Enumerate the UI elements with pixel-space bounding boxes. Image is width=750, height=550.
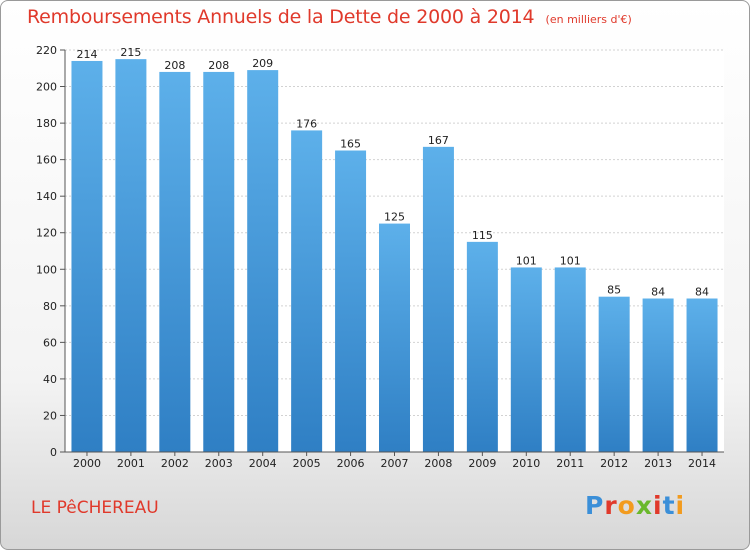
bar-value-label: 101 xyxy=(560,254,581,267)
bar xyxy=(686,298,718,452)
bar xyxy=(422,146,454,452)
x-tick-label: 2004 xyxy=(249,457,277,470)
x-tick-label: 2014 xyxy=(688,457,716,470)
y-tick-label: 80 xyxy=(43,300,57,313)
y-tick-label: 40 xyxy=(43,373,57,386)
x-tick-label: 2003 xyxy=(205,457,233,470)
bar xyxy=(291,130,323,452)
x-tick-label: 2013 xyxy=(644,457,672,470)
x-tick-label: 2012 xyxy=(600,457,628,470)
bar xyxy=(554,267,586,452)
y-tick-label: 0 xyxy=(50,446,57,459)
logo-letter: o xyxy=(617,491,636,520)
bar xyxy=(379,223,410,452)
logo-letter: i xyxy=(675,491,686,520)
bar xyxy=(642,298,674,452)
axis-layer: 0 20 40 60 80 100 120 140 160 180 200 220 2000 2001 20… xyxy=(36,44,724,470)
y-tick-label: 60 xyxy=(43,336,57,349)
logo-letter: i xyxy=(653,491,663,520)
bar-value-label: 209 xyxy=(252,57,273,70)
x-tick-label: 2002 xyxy=(161,457,189,470)
y-tick-label: 100 xyxy=(36,263,57,276)
proxiti-logo: Proxiti xyxy=(585,491,685,520)
logo-letter: P xyxy=(585,491,605,520)
bar-value-label: 115 xyxy=(472,229,493,242)
bar xyxy=(71,60,103,453)
y-tick-label: 220 xyxy=(36,44,57,57)
bar-value-label: 125 xyxy=(384,211,405,224)
chart-title: Remboursements Annuels de la Dette de 20… xyxy=(27,6,535,28)
y-tick-label: 160 xyxy=(36,154,57,167)
logo-letter: x xyxy=(635,491,653,520)
bar-value-label: 208 xyxy=(208,59,229,72)
x-tick-label: 2011 xyxy=(556,457,584,470)
bar-value-label: 167 xyxy=(428,134,449,147)
x-tick-label: 2010 xyxy=(512,457,540,470)
x-tick-label: 2001 xyxy=(117,457,145,470)
bar-value-label: 101 xyxy=(516,254,537,267)
bars-layer: 214 215 208 208 209 176 165 125 167 115 101 101 85 84… xyxy=(71,46,718,453)
bar xyxy=(510,267,542,452)
y-tick-label: 200 xyxy=(36,81,57,94)
bar-value-label: 84 xyxy=(695,286,709,299)
bar-value-label: 165 xyxy=(340,138,361,151)
logo-letter: r xyxy=(604,491,618,520)
bar xyxy=(203,71,235,452)
x-tick-label: 2007 xyxy=(381,457,409,470)
bar xyxy=(115,59,147,453)
y-tick-label: 120 xyxy=(36,227,57,240)
x-tick-label: 2005 xyxy=(293,457,321,470)
bar xyxy=(335,150,367,452)
title-row: Remboursements Annuels de la Dette de 20… xyxy=(27,6,632,28)
bar-value-label: 208 xyxy=(164,59,185,72)
bar-value-label: 85 xyxy=(607,284,621,297)
y-tick-label: 140 xyxy=(36,190,57,203)
bar-value-label: 215 xyxy=(120,46,141,59)
y-tick-label: 180 xyxy=(36,117,57,130)
chart-subtitle: (en milliers d'€) xyxy=(545,13,632,26)
bar xyxy=(247,70,279,452)
x-tick-label: 2008 xyxy=(424,457,452,470)
bar xyxy=(598,296,630,452)
bar-value-label: 214 xyxy=(76,48,97,61)
x-tick-label: 2006 xyxy=(337,457,365,470)
bar-value-label: 176 xyxy=(296,117,317,130)
bar xyxy=(466,241,498,452)
x-tick-label: 2009 xyxy=(468,457,496,470)
bar xyxy=(159,71,191,452)
y-tick-label: 20 xyxy=(43,409,57,422)
bar-value-label: 84 xyxy=(651,286,665,299)
x-tick-label: 2000 xyxy=(73,457,101,470)
commune-name: LE PêCHEREAU xyxy=(31,498,159,518)
logo-letter: t xyxy=(662,491,676,520)
